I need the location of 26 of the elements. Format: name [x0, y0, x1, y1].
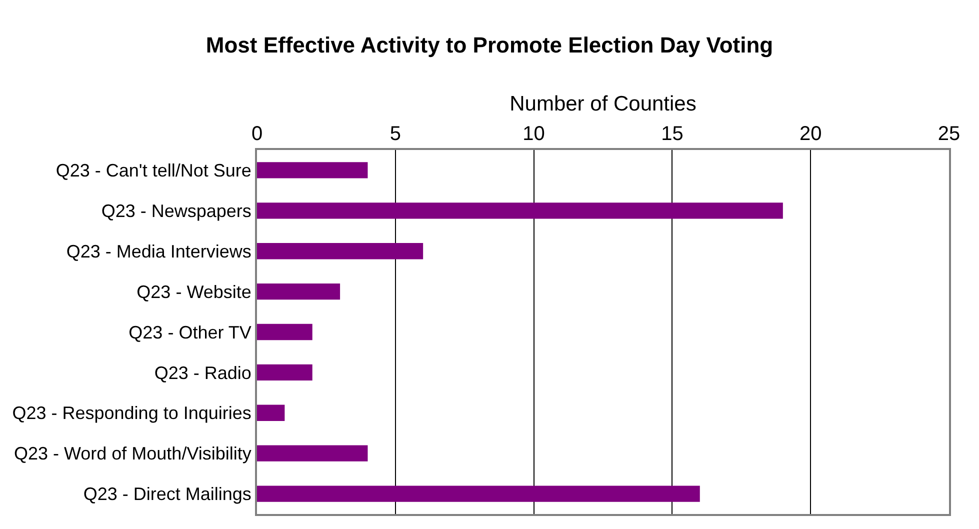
bar — [257, 202, 783, 219]
y-tick-label: Q23 - Other TV — [128, 322, 252, 342]
bar — [257, 364, 312, 381]
y-tick-label: Q23 - Media Interviews — [66, 241, 252, 262]
bar — [257, 324, 312, 340]
bar — [257, 404, 285, 421]
chart-title: Most Effective Activity to Promote Election Day Voting — [206, 32, 774, 58]
bar — [257, 162, 368, 178]
x-tick-label: 0 — [251, 123, 263, 145]
x-tick-label: 20 — [799, 123, 822, 145]
y-tick-label: Q23 - Can't tell/Not Sure — [56, 160, 252, 181]
x-tick-label: 10 — [522, 123, 545, 145]
x-tick-label: 5 — [390, 123, 401, 145]
x-tick-label: 25 — [938, 123, 960, 145]
y-tick-label: Q23 - Newspapers — [101, 200, 252, 221]
bar — [257, 445, 368, 462]
x-tick-label: 15 — [661, 123, 684, 145]
bar — [257, 243, 424, 260]
bar — [257, 486, 700, 502]
y-tick-label: Q23 - Word of Mouth/Visibility — [14, 444, 252, 464]
y-tick-label: Q23 - Responding to Inquiries — [12, 403, 252, 424]
x-axis-title: Number of Counties — [510, 92, 696, 116]
y-tick-label: Q23 - Radio — [154, 362, 252, 383]
y-tick-label: Q23 - Direct Mailings — [83, 484, 252, 504]
bar — [257, 283, 340, 300]
y-tick-label: Q23 - Website — [136, 282, 252, 302]
